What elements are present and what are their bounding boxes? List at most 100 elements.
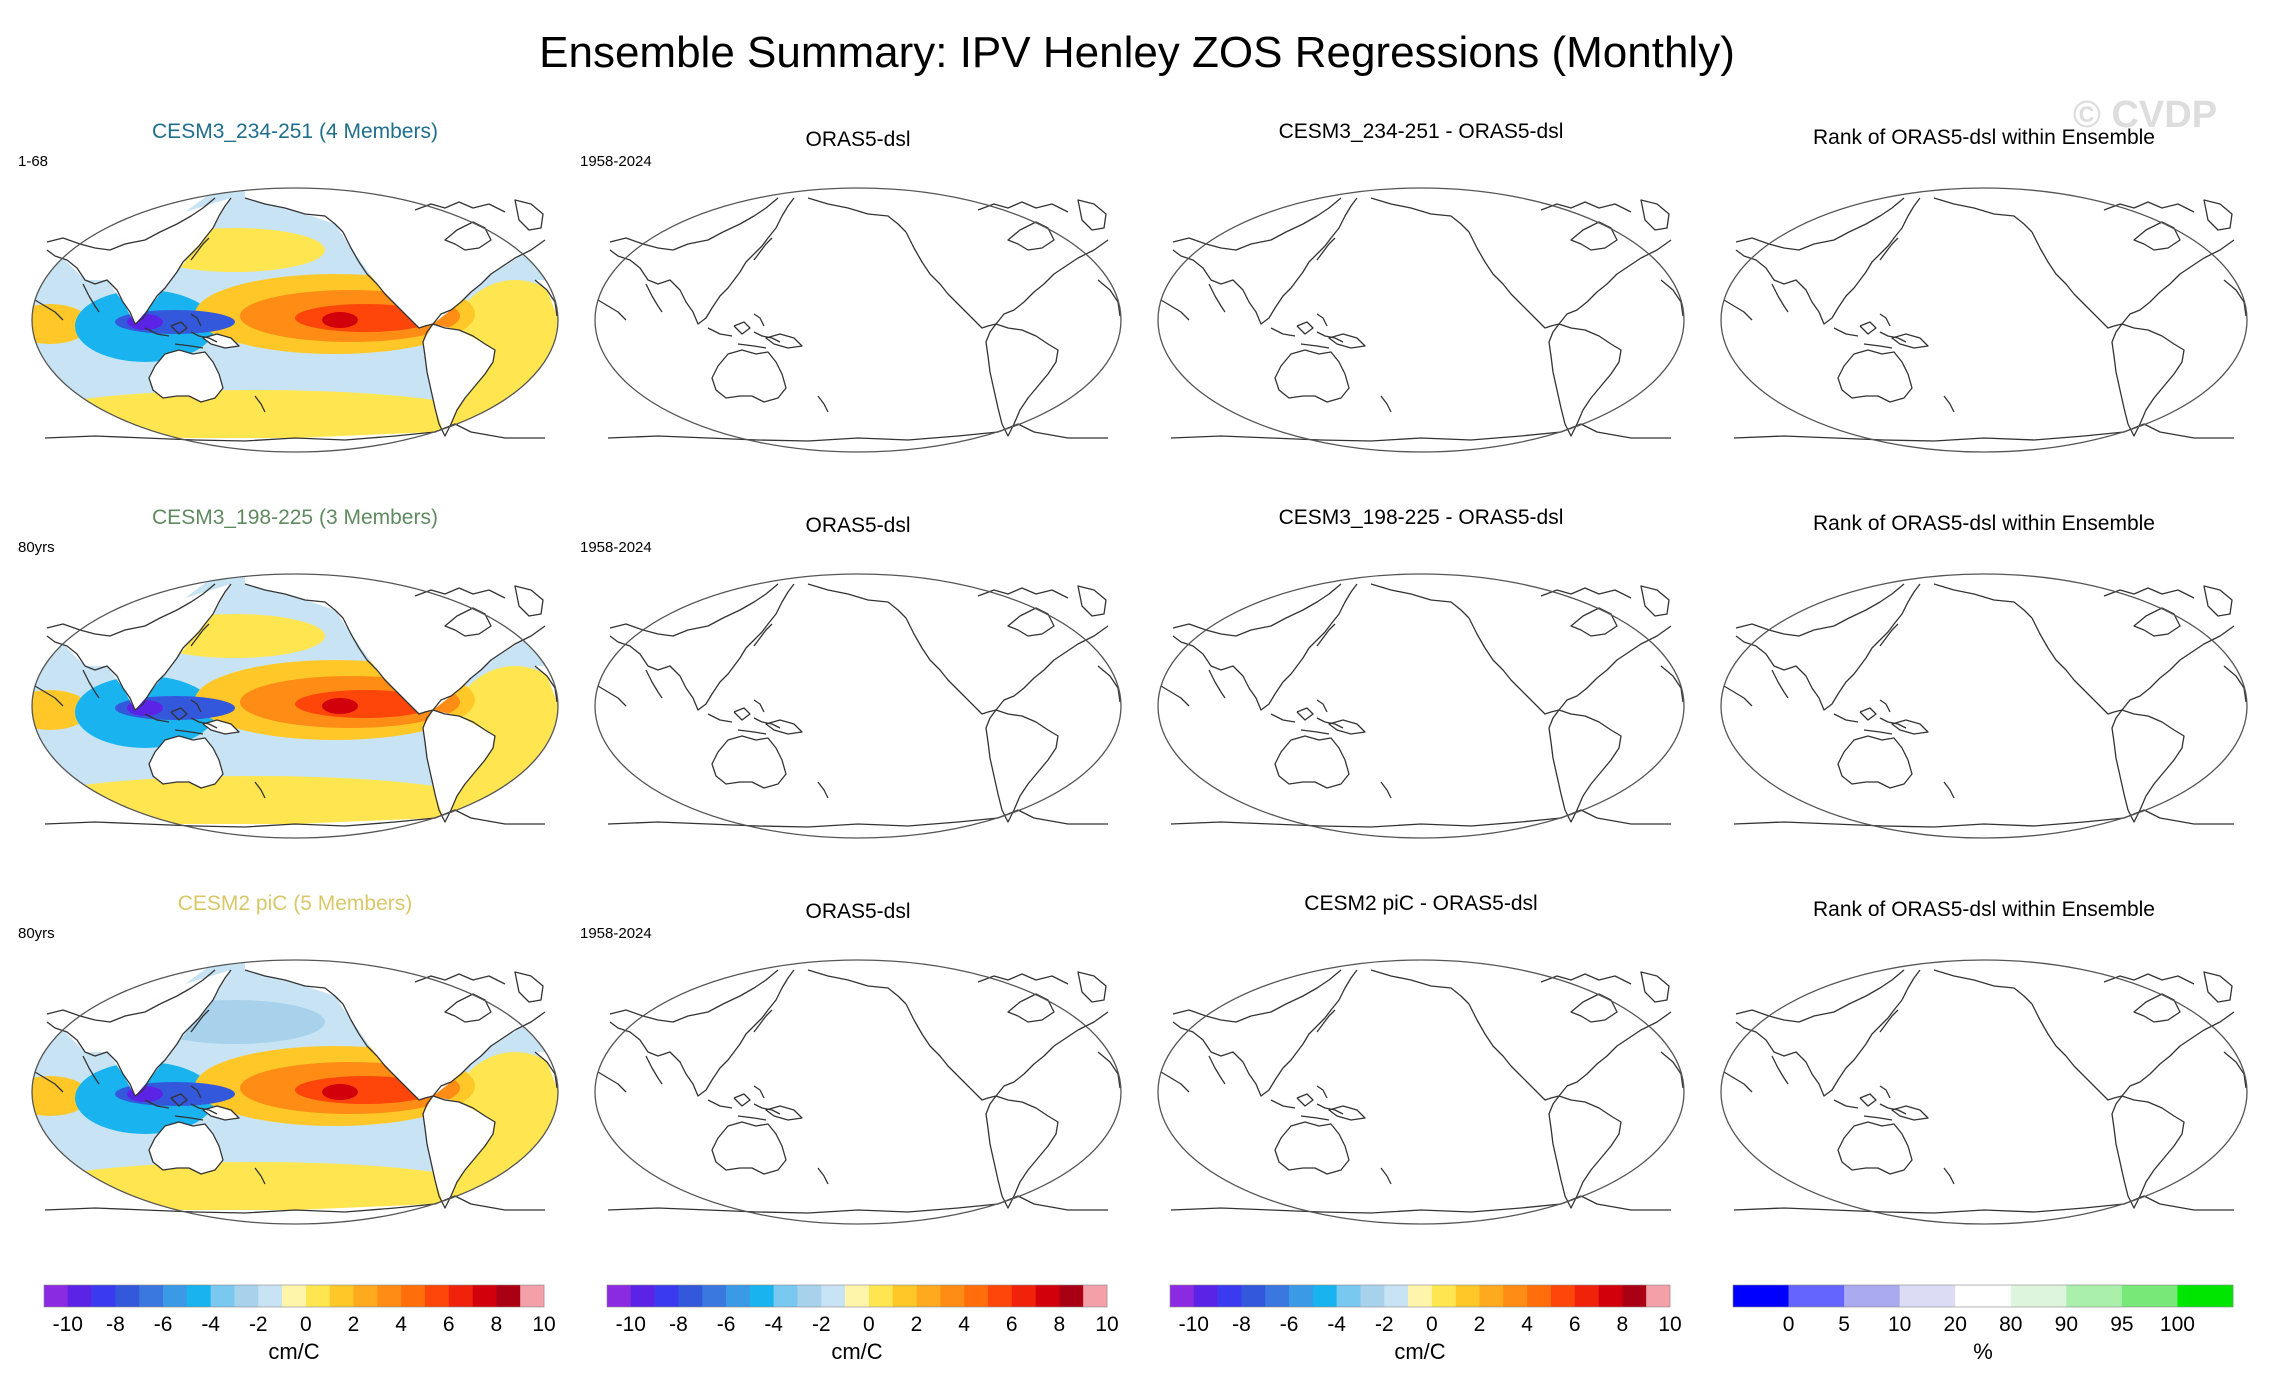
colorbar-swatch <box>654 1285 679 1307</box>
colorbar-tick-label: -4 <box>201 1313 220 1336</box>
colorbar-swatch <box>1527 1285 1552 1307</box>
colorbar-tick-label: -4 <box>764 1313 783 1336</box>
panel-r3-c2 <box>594 959 1122 1225</box>
map-border <box>31 959 559 1225</box>
colorbar-tick-label: 6 <box>1569 1313 1581 1336</box>
colorbar-tick-label: 6 <box>1006 1313 1018 1336</box>
colorbar-swatch <box>1170 1285 1195 1307</box>
colorbar-frame <box>1732 1284 2234 1308</box>
colorbar-tick-label: -2 <box>1375 1313 1394 1336</box>
colorbar-swatch <box>1899 1285 1956 1307</box>
panel-r3-c1 <box>31 959 559 1225</box>
model-panel-title: CESM3_234-251 (4 Members) <box>152 120 438 143</box>
colorbar-tick-label: 0 <box>1426 1313 1438 1336</box>
colorbar-tick-label: 10 <box>532 1313 555 1336</box>
map-border <box>1720 187 2248 453</box>
colorbar-swatch <box>1503 1285 1528 1307</box>
colorbar-tick-label: -8 <box>106 1313 125 1336</box>
coastlines <box>1160 197 1684 442</box>
obs-panel-period: 1958-2024 <box>580 539 652 556</box>
colorbar-tick-label: 20 <box>1944 1313 1967 1336</box>
colorbar-swatch <box>282 1285 307 1307</box>
colorbar-tick-label: -2 <box>812 1313 831 1336</box>
colorbar-swatch <box>1955 1285 2012 1307</box>
colorbar-tick-label: -10 <box>1179 1313 1209 1336</box>
colorbar-tick-label: -10 <box>53 1313 83 1336</box>
coastlines <box>1723 969 2247 1214</box>
rank-panel-title: Rank of ORAS5-dsl within Ensemble <box>1813 126 2155 149</box>
colorbar-swatch <box>630 1285 655 1307</box>
field-layer <box>32 574 558 838</box>
field-tongue-core <box>322 1084 358 1100</box>
colorbar-swatch <box>1479 1285 1504 1307</box>
colorbar-units: cm/C <box>831 1339 882 1364</box>
model-panel-period: 80yrs <box>18 925 55 942</box>
map-border <box>594 573 1122 839</box>
obs-panel-title: ORAS5-dsl <box>805 514 910 537</box>
colorbar-swatch <box>1844 1285 1900 1307</box>
coastlines <box>1723 197 2247 442</box>
model-panel-period: 1-68 <box>18 153 48 170</box>
colorbar-swatch <box>186 1285 211 1307</box>
colorbar-frame <box>43 1284 545 1308</box>
colorbar-swatch <box>401 1285 426 1307</box>
land-south-america <box>423 1096 495 1208</box>
land-south-america <box>423 324 495 436</box>
colorbar-swatch <box>139 1285 164 1307</box>
colorbar-swatch <box>234 1285 259 1307</box>
colorbar-swatch <box>845 1285 870 1307</box>
colorbar-tick-label: -8 <box>1232 1313 1251 1336</box>
colorbar-swatch <box>2066 1285 2123 1307</box>
colorbar-tick-label: 4 <box>395 1313 407 1336</box>
colorbar-swatch <box>44 1285 69 1307</box>
colorbar-tick-label: 2 <box>348 1313 360 1336</box>
colorbar-tick-label: 0 <box>1783 1313 1795 1336</box>
colorbar-swatch <box>2010 1285 2067 1307</box>
colorbar-swatch <box>2121 1285 2178 1307</box>
colorbar-swatch <box>115 1285 140 1307</box>
land-south-america <box>423 710 495 822</box>
colorbar-tick-label: 100 <box>2160 1313 2195 1336</box>
colorbar-tick-label: -4 <box>1327 1313 1346 1336</box>
obs-panel-title: ORAS5-dsl <box>805 128 910 151</box>
map-border <box>31 187 559 453</box>
colorbar-swatch <box>749 1285 774 1307</box>
colorbar-tick-label: 0 <box>300 1313 312 1336</box>
field-layer <box>32 188 558 452</box>
land-asia <box>32 584 231 710</box>
rank-panel-title: Rank of ORAS5-dsl within Ensemble <box>1813 898 2155 921</box>
model-panel-title: CESM2 piC (5 Members) <box>178 892 413 915</box>
diff-panel-title: CESM2 piC - ORAS5-dsl <box>1304 892 1537 915</box>
map-border <box>1157 959 1685 1225</box>
coastlines <box>1160 969 1684 1214</box>
colorbar-tick-label: 10 <box>1658 1313 1681 1336</box>
colorbar-4: 0 5 10 20 80 90 95 100% <box>1732 1284 2234 1364</box>
colorbar-frame <box>1169 1284 1671 1308</box>
map-border <box>594 187 1122 453</box>
colorbar-tick-label: -6 <box>1280 1313 1299 1336</box>
colorbar-swatch <box>258 1285 283 1307</box>
colorbar-swatch <box>821 1285 846 1307</box>
field-indian-ocean <box>32 1076 90 1116</box>
colorbar-swatch <box>940 1285 965 1307</box>
colorbar-swatch <box>1312 1285 1337 1307</box>
colorbar-tick-label: 8 <box>491 1313 503 1336</box>
colorbar-swatch <box>964 1285 989 1307</box>
colorbar-swatch <box>472 1285 497 1307</box>
colorbar-units: % <box>1973 1339 1993 1364</box>
coastlines <box>1723 583 2247 828</box>
watermark: © CVDP <box>2073 94 2217 136</box>
colorbar-swatch <box>1408 1285 1433 1307</box>
diff-panel-title: CESM3_234-251 - ORAS5-dsl <box>1279 120 1564 143</box>
colorbar-swatch <box>1059 1285 1084 1307</box>
colorbar-swatch <box>163 1285 188 1307</box>
colorbar-swatch <box>1011 1285 1036 1307</box>
colorbar-swatch <box>2177 1285 2234 1307</box>
panel-r1-c4 <box>1720 187 2248 453</box>
colorbar-swatch <box>916 1285 941 1307</box>
colorbar-2: -10 -8 -6 -4 -2 0 2 4 6 8 10 cm/C <box>606 1284 1119 1364</box>
colorbar-swatch <box>773 1285 798 1307</box>
figure-title: Ensemble Summary: IPV Henley ZOS Regress… <box>539 28 1735 77</box>
colorbar-tick-label: 5 <box>1838 1313 1850 1336</box>
